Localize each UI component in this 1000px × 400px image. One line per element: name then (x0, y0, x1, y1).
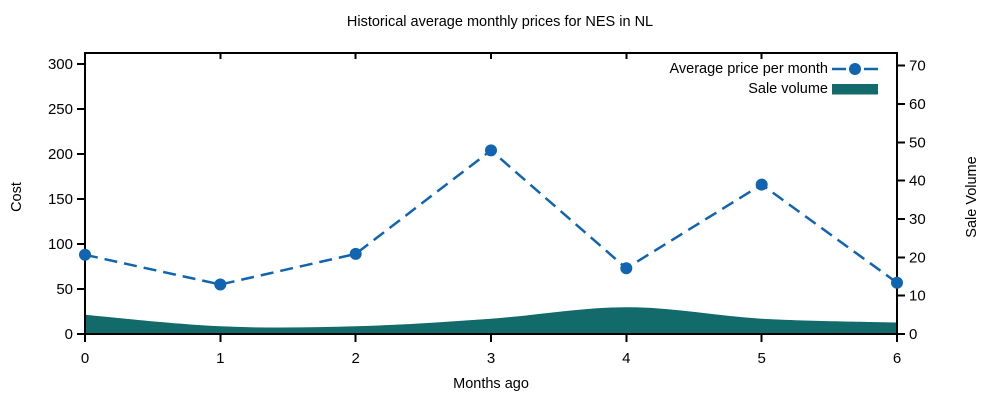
y-right-tick-label: 20 (909, 249, 926, 266)
y-right-tick-label: 0 (909, 326, 917, 343)
y-left-tick-label: 0 (65, 326, 73, 343)
price-data-point (485, 144, 497, 157)
legend-price-sample-marker (849, 63, 861, 75)
x-tick-label: 6 (893, 350, 901, 367)
x-tick-label: 2 (352, 350, 360, 367)
legend-label-volume: Sale volume (748, 81, 828, 97)
chart-title: Historical average monthly prices for NE… (346, 14, 654, 30)
y-right-tick-label: 10 (909, 288, 926, 305)
y-right-tick-label: 70 (909, 58, 926, 75)
y-left-tick-label: 300 (48, 56, 73, 73)
y-left-tick-label: 250 (48, 101, 73, 118)
price-data-point (755, 178, 768, 191)
y-right-tick-label: 50 (909, 134, 926, 151)
price-line-series (84, 148, 898, 286)
price-data-point (349, 247, 362, 260)
x-tick-label: 4 (622, 350, 630, 367)
y-right-tick-label: 40 (909, 173, 926, 190)
x-axis-label: Months ago (453, 376, 529, 392)
y-right-tick-label: 30 (909, 211, 926, 228)
price-data-point (79, 248, 91, 261)
y-left-tick-label: 150 (48, 191, 73, 208)
price-data-point (214, 278, 227, 291)
y-right-tick-label: 60 (909, 96, 926, 113)
legend-label-price: Average price per month (669, 61, 828, 77)
y-left-tick-label: 50 (56, 281, 73, 298)
x-tick-label: 3 (487, 350, 495, 367)
x-tick-label: 5 (758, 350, 766, 367)
legend-volume-swatch (832, 84, 878, 95)
volume-area-series (85, 307, 897, 334)
x-tick-label: 0 (81, 350, 89, 367)
y-left-tick-label: 100 (48, 236, 73, 253)
y-left-tick-label: 200 (48, 146, 73, 163)
price-data-point (891, 276, 903, 289)
x-tick-label: 1 (216, 350, 224, 367)
price-data-point (620, 262, 633, 275)
